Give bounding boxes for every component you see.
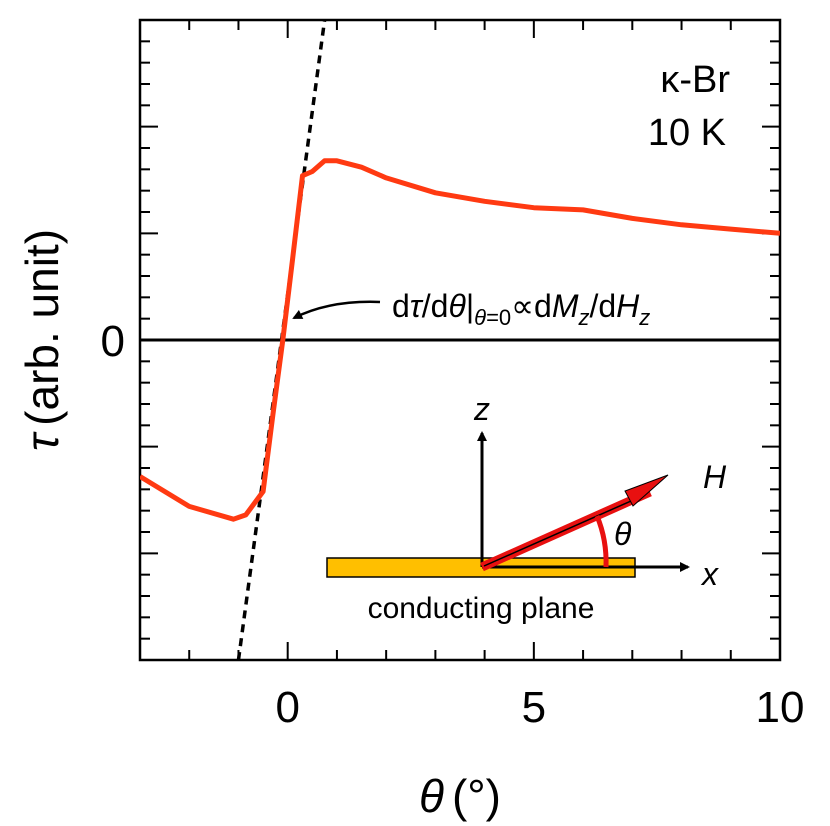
field-arrow-core xyxy=(483,496,641,567)
plane-label: conducting plane xyxy=(368,592,595,625)
field-arrow-head xyxy=(624,474,669,507)
angle-label: θ xyxy=(614,516,632,552)
ann-tau: τ xyxy=(410,288,424,324)
ann-theta: θ xyxy=(448,288,466,324)
ann-M: M xyxy=(552,288,579,324)
y-axis-symbol: τ xyxy=(16,431,68,451)
y-axis-title: τ (arb. unit) xyxy=(16,229,68,451)
annotation-arrow xyxy=(292,300,381,320)
x-tick-label: 5 xyxy=(522,683,546,732)
x-axis-title: θ (°) xyxy=(419,770,501,822)
sample-label: κ-Br xyxy=(660,59,730,101)
ann-d: d xyxy=(392,288,410,324)
x-tick-label: 0 xyxy=(275,683,299,732)
geometry-inset: θ z x H conducting plane xyxy=(326,391,727,625)
y-axis-unit: (arb. unit) xyxy=(16,229,68,426)
y-tick-label: 0 xyxy=(101,317,125,366)
slope-annotation: dτ/dθ|θ=0∝dMz/dHz xyxy=(392,288,650,330)
ann-bar: | xyxy=(466,288,474,324)
ann-z1: z xyxy=(577,305,589,330)
x-axis-unit: (°) xyxy=(452,770,501,822)
torque-curve xyxy=(140,158,780,522)
ann-slash2: /d xyxy=(589,288,616,324)
ann-sub-theta: θ xyxy=(474,305,486,330)
angle-arc xyxy=(594,515,609,568)
ann-z2: z xyxy=(638,305,650,330)
x-axis-label: x xyxy=(700,556,719,592)
ann-H: H xyxy=(616,288,640,324)
ann-slash: /d xyxy=(422,288,449,324)
ann-prop: ∝d xyxy=(511,288,552,324)
x-tick-label: 10 xyxy=(756,683,805,732)
field-label: H xyxy=(703,459,727,495)
x-axis-symbol: θ xyxy=(419,770,444,822)
z-axis-label: z xyxy=(473,391,490,427)
temperature-label: 10 K xyxy=(648,112,726,154)
ann-sub-eq: =0 xyxy=(486,305,511,330)
